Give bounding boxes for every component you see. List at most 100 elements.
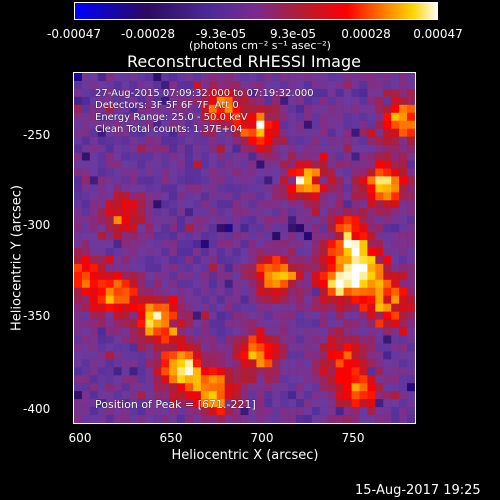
heatmap-cell: [169, 415, 178, 423]
heatmap-cell: [272, 73, 281, 82]
heatmap-cell: [351, 375, 360, 384]
heatmap-cell: [89, 263, 99, 273]
heatmap-cell: [335, 160, 344, 169]
heatmap-cell: [192, 415, 202, 423]
heatmap-cell: [145, 176, 154, 185]
heatmap-cell: [375, 415, 384, 423]
heatmap-cell: [121, 240, 130, 249]
heatmap-cell: [272, 367, 281, 376]
heatmap-cell: [399, 128, 408, 137]
heatmap-cell: [327, 255, 337, 265]
image-plot-frame: [73, 72, 416, 424]
heatmap-cell: [153, 240, 162, 249]
heatmap-cell: [185, 287, 194, 297]
heatmap-cell: [224, 415, 233, 423]
heatmap-cell: [89, 240, 99, 249]
heatmap-cell: [288, 303, 297, 312]
heatmap-cell: [335, 224, 344, 233]
heatmap-cell: [311, 343, 321, 352]
heatmap-cell: [391, 136, 400, 145]
heatmap-cell: [335, 240, 344, 249]
heatmap-cell: [89, 160, 99, 169]
heatmap-cell: [185, 120, 194, 129]
heatmap-cell: [129, 240, 138, 249]
heatmap-cell: [208, 248, 218, 257]
heatmap-cell: [153, 200, 162, 209]
heatmap-cell: [137, 303, 146, 312]
heatmap-cell: [303, 279, 313, 289]
heatmap-cell: [359, 152, 368, 161]
heatmap-cell: [137, 295, 146, 304]
heatmap-cell: [113, 192, 122, 201]
heatmap-cell: [216, 112, 225, 122]
heatmap-cell: [296, 399, 305, 408]
heatmap-cell: [97, 287, 107, 297]
heatmap-cell: [224, 136, 233, 145]
heatmap-cell: [224, 144, 233, 153]
heatmap-cell: [145, 136, 154, 145]
heatmap-cell: [359, 367, 368, 376]
heatmap-cell: [105, 415, 114, 423]
heatmap-cell: [105, 399, 114, 408]
heatmap-cell: [232, 73, 241, 82]
heatmap-cell: [296, 415, 305, 423]
heatmap-cell: [185, 263, 194, 273]
heatmap-cell: [74, 176, 83, 185]
heatmap-cell: [200, 335, 210, 344]
heatmap-cell: [129, 120, 138, 129]
heatmap-cell: [137, 152, 146, 161]
heatmap-cell: [145, 224, 154, 233]
heatmap-cell: [288, 152, 297, 161]
heatmap-cell: [200, 88, 210, 98]
heatmap-cell: [153, 80, 162, 90]
heatmap-cell: [137, 335, 146, 344]
heatmap-cell: [192, 184, 202, 193]
heatmap-cell: [343, 271, 352, 281]
heatmap-cell: [153, 216, 162, 225]
heatmap-cell: [319, 271, 329, 281]
heatmap-cell: [113, 367, 122, 376]
heatmap-cell: [224, 271, 233, 281]
heatmap-cell: [137, 216, 146, 225]
heatmap-cell: [161, 295, 170, 304]
heatmap-cell: [208, 184, 218, 193]
heatmap-cell: [185, 240, 194, 249]
heatmap-cell: [256, 232, 265, 241]
heatmap-cell: [383, 391, 392, 400]
heatmap-cell: [311, 240, 321, 249]
heatmap-cell: [169, 271, 178, 281]
heatmap-cell: [105, 176, 114, 185]
heatmap-cell: [375, 271, 384, 281]
heatmap-cell: [129, 104, 138, 114]
heatmap-cell: [303, 120, 313, 129]
heatmap-cell: [121, 192, 130, 201]
heatmap-cell: [264, 104, 273, 114]
heatmap-cell: [248, 144, 257, 153]
heatmap-cell: [240, 240, 249, 249]
heatmap-cell: [343, 240, 352, 249]
heatmap-cell: [248, 383, 257, 392]
heatmap-cell: [81, 240, 91, 249]
heatmap-cell: [192, 73, 202, 82]
heatmap-cell: [264, 367, 273, 376]
heatmap-cell: [351, 160, 360, 169]
heatmap-cell: [177, 367, 186, 376]
heatmap-cell: [311, 391, 321, 400]
heatmap-cell: [105, 407, 114, 416]
heatmap-cell: [185, 144, 194, 153]
heatmap-cell: [224, 73, 233, 82]
heatmap-cell: [169, 287, 178, 297]
heatmap-cell: [89, 128, 99, 137]
heatmap-cell: [359, 271, 368, 281]
heatmap-cell: [288, 248, 297, 257]
heatmap-cell: [359, 391, 368, 400]
heatmap-cell: [240, 327, 249, 336]
heatmap-cell: [200, 359, 210, 368]
heatmap-cell: [288, 399, 297, 408]
heatmap-cell: [74, 168, 83, 177]
heatmap-cell: [137, 88, 146, 98]
heatmap-cell: [145, 120, 154, 129]
heatmap-cell: [327, 120, 337, 129]
heatmap-cell: [407, 303, 415, 312]
heatmap-cell: [161, 319, 170, 328]
